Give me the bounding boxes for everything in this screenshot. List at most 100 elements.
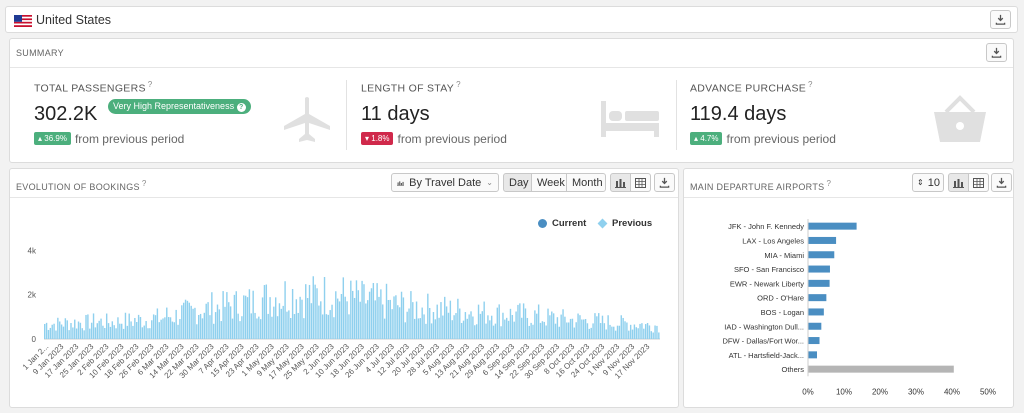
bar-previous[interactable] [90, 322, 93, 339]
bar-previous[interactable] [494, 323, 497, 339]
bar-previous[interactable] [303, 318, 305, 339]
bar-previous[interactable] [199, 313, 202, 339]
bar-previous[interactable] [624, 321, 626, 339]
bar-previous[interactable] [263, 285, 266, 339]
bar-previous[interactable] [107, 323, 110, 339]
bar-previous[interactable] [479, 313, 482, 339]
group-by-select[interactable]: By Travel Date ⌄ [391, 173, 499, 192]
bar-previous[interactable] [254, 312, 256, 339]
bar-previous[interactable] [261, 297, 264, 339]
bar-previous[interactable] [329, 310, 331, 339]
bar-previous[interactable] [122, 328, 125, 339]
bar-previous[interactable] [269, 297, 271, 339]
bar-previous[interactable] [485, 323, 487, 339]
bar-previous[interactable] [224, 306, 226, 339]
bar-previous[interactable] [194, 307, 196, 339]
bar-previous[interactable] [243, 295, 245, 339]
bar-previous[interactable] [273, 306, 275, 339]
summary-download-button[interactable] [986, 43, 1007, 62]
bar-previous[interactable] [376, 283, 378, 339]
bar-previous[interactable] [410, 291, 412, 339]
bar-previous[interactable] [139, 316, 142, 339]
bar-previous[interactable] [522, 303, 525, 339]
bar-previous[interactable] [316, 288, 318, 339]
bar-previous[interactable] [288, 310, 290, 339]
airport-bar[interactable] [808, 294, 827, 302]
bar-previous[interactable] [436, 304, 438, 339]
bar-previous[interactable] [102, 325, 104, 339]
bar-previous[interactable] [419, 318, 422, 339]
bar-previous[interactable] [539, 322, 542, 339]
bar-previous[interactable] [45, 322, 48, 339]
bar-previous[interactable] [637, 328, 639, 339]
bar-previous[interactable] [631, 329, 634, 339]
bar-previous[interactable] [560, 314, 562, 339]
bar-previous[interactable] [614, 330, 617, 339]
bar-previous[interactable] [213, 323, 215, 339]
bar-previous[interactable] [622, 317, 624, 339]
bar-previous[interactable] [158, 322, 160, 339]
bar-previous[interactable] [179, 319, 181, 339]
bar-previous[interactable] [554, 323, 557, 339]
bar-previous[interactable] [365, 303, 367, 339]
bar-previous[interactable] [596, 316, 598, 339]
bar-previous[interactable] [472, 316, 474, 339]
bar-previous[interactable] [541, 321, 544, 339]
bar-previous[interactable] [415, 301, 418, 339]
bar-previous[interactable] [241, 316, 243, 339]
bar-previous[interactable] [282, 305, 284, 339]
bar-previous[interactable] [295, 299, 298, 339]
bar-previous[interactable] [367, 300, 369, 339]
bar-previous[interactable] [549, 315, 551, 339]
bar-previous[interactable] [567, 322, 570, 339]
bar-previous[interactable] [214, 312, 217, 339]
bar-previous[interactable] [586, 323, 589, 339]
bar-previous[interactable] [474, 325, 476, 339]
bar-previous[interactable] [387, 300, 390, 339]
bar-previous[interactable] [113, 325, 115, 339]
bar-previous[interactable] [94, 327, 97, 339]
bar-previous[interactable] [207, 302, 209, 339]
bar-previous[interactable] [250, 313, 252, 339]
bar-previous[interactable] [628, 330, 630, 339]
bar-previous[interactable] [412, 302, 414, 339]
bar-previous[interactable] [271, 316, 273, 339]
bar-previous[interactable] [566, 322, 568, 339]
bar-previous[interactable] [308, 284, 311, 339]
bar-previous[interactable] [363, 284, 365, 339]
bar-previous[interactable] [305, 284, 307, 339]
bar-previous[interactable] [126, 325, 129, 339]
bar-previous[interactable] [203, 312, 206, 339]
bar-previous[interactable] [141, 327, 144, 339]
representativeness-badge[interactable]: Very High Representativeness ? [108, 99, 251, 114]
bar-previous[interactable] [489, 320, 491, 339]
bar-previous[interactable] [314, 284, 316, 339]
bar-previous[interactable] [633, 324, 636, 339]
bar-previous[interactable] [468, 314, 470, 339]
bar-previous[interactable] [117, 317, 119, 339]
bar-previous[interactable] [577, 313, 579, 339]
bar-previous[interactable] [216, 304, 219, 339]
bar-previous[interactable] [504, 319, 506, 339]
bar-previous[interactable] [256, 318, 258, 339]
bar-previous[interactable] [515, 311, 517, 339]
bar-previous[interactable] [70, 323, 72, 339]
bar-previous[interactable] [186, 300, 189, 339]
bar-previous[interactable] [526, 317, 529, 339]
bar-previous[interactable] [528, 325, 530, 339]
bar-previous[interactable] [290, 318, 292, 339]
bar-previous[interactable] [432, 312, 435, 339]
bar-previous[interactable] [620, 315, 622, 339]
bar-previous[interactable] [498, 304, 500, 339]
bar-previous[interactable] [558, 326, 560, 339]
bar-previous[interactable] [551, 311, 553, 339]
top-n-stepper[interactable]: ⇕ 10 [912, 173, 944, 192]
bar-previous[interactable] [55, 330, 57, 339]
bar-previous[interactable] [402, 297, 405, 339]
bar-previous[interactable] [626, 322, 628, 339]
bar-previous[interactable] [404, 322, 406, 339]
bar-previous[interactable] [278, 303, 281, 339]
bar-previous[interactable] [425, 323, 427, 339]
bar-previous[interactable] [323, 277, 326, 339]
bar-previous[interactable] [382, 304, 384, 339]
